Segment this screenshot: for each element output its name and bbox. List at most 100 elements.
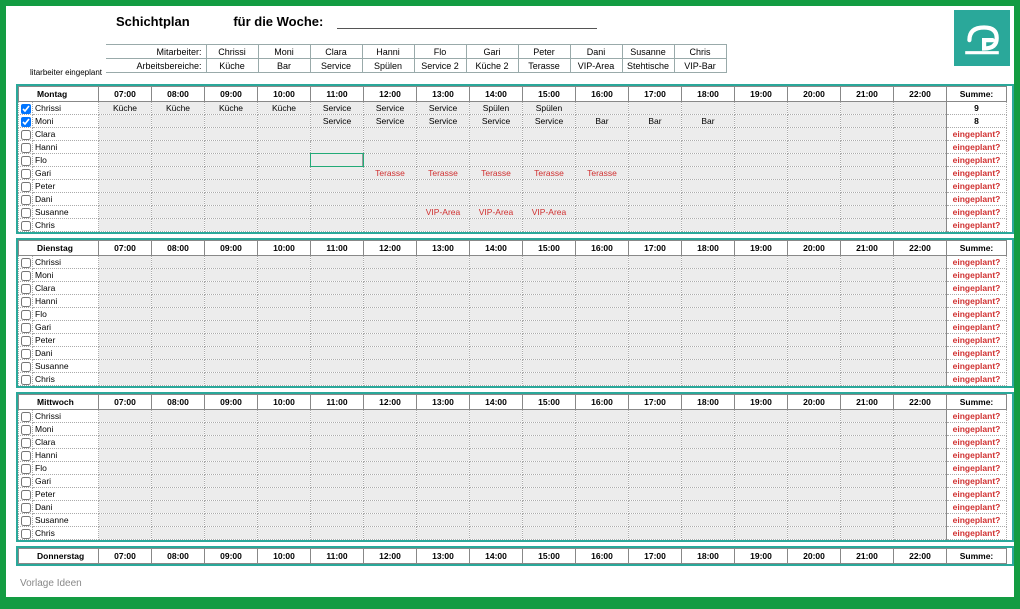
shift-cell[interactable] <box>523 347 576 360</box>
shift-cell[interactable] <box>311 449 364 462</box>
shift-cell[interactable] <box>205 360 258 373</box>
shift-cell[interactable] <box>788 219 841 232</box>
shift-cell[interactable] <box>311 462 364 475</box>
shift-cell[interactable] <box>841 475 894 488</box>
shift-cell[interactable] <box>735 334 788 347</box>
shift-cell[interactable] <box>523 360 576 373</box>
shift-cell[interactable] <box>682 488 735 501</box>
shift-cell[interactable] <box>894 180 947 193</box>
shift-cell[interactable] <box>205 514 258 527</box>
shift-cell[interactable] <box>417 282 470 295</box>
shift-cell[interactable] <box>629 180 682 193</box>
shift-cell[interactable] <box>417 128 470 141</box>
shift-cell[interactable] <box>205 475 258 488</box>
row-checkbox-cell[interactable] <box>19 488 33 501</box>
shift-cell[interactable] <box>841 269 894 282</box>
shift-cell[interactable] <box>205 334 258 347</box>
shift-cell[interactable] <box>364 308 417 321</box>
shift-cell[interactable] <box>576 373 629 386</box>
shift-cell[interactable] <box>894 282 947 295</box>
shift-cell[interactable] <box>417 308 470 321</box>
shift-cell[interactable] <box>205 347 258 360</box>
shift-cell[interactable] <box>470 449 523 462</box>
shift-cell[interactable] <box>629 321 682 334</box>
shift-cell[interactable]: Spülen <box>470 102 523 115</box>
shift-cell[interactable] <box>470 527 523 540</box>
shift-cell[interactable] <box>523 256 576 269</box>
shift-cell[interactable] <box>311 423 364 436</box>
shift-cell[interactable] <box>523 488 576 501</box>
shift-cell[interactable] <box>576 475 629 488</box>
shift-cell[interactable] <box>99 269 152 282</box>
shift-cell[interactable] <box>576 462 629 475</box>
shift-cell[interactable] <box>629 206 682 219</box>
shift-cell[interactable] <box>894 128 947 141</box>
shift-cell[interactable] <box>629 373 682 386</box>
shift-cell[interactable] <box>841 154 894 167</box>
shift-cell[interactable] <box>629 347 682 360</box>
shift-cell[interactable] <box>841 219 894 232</box>
shift-cell[interactable] <box>311 141 364 154</box>
shift-cell[interactable] <box>311 206 364 219</box>
shift-cell[interactable] <box>682 167 735 180</box>
shift-cell[interactable] <box>576 128 629 141</box>
shift-cell[interactable] <box>470 410 523 423</box>
shift-cell[interactable] <box>99 193 152 206</box>
shift-cell[interactable] <box>788 128 841 141</box>
shift-cell[interactable] <box>523 219 576 232</box>
shift-cell[interactable] <box>205 373 258 386</box>
shift-cell[interactable] <box>417 295 470 308</box>
shift-cell[interactable]: Bar <box>682 115 735 128</box>
row-checkbox[interactable] <box>21 425 31 435</box>
shift-cell[interactable] <box>894 514 947 527</box>
shift-cell[interactable] <box>364 321 417 334</box>
shift-cell[interactable] <box>417 193 470 206</box>
shift-cell[interactable] <box>417 334 470 347</box>
shift-cell[interactable] <box>788 527 841 540</box>
shift-cell[interactable] <box>205 321 258 334</box>
shift-cell[interactable] <box>152 475 205 488</box>
shift-cell[interactable] <box>576 308 629 321</box>
shift-cell[interactable] <box>523 462 576 475</box>
shift-cell[interactable] <box>682 180 735 193</box>
shift-cell[interactable] <box>364 180 417 193</box>
shift-cell[interactable] <box>841 206 894 219</box>
shift-cell[interactable] <box>152 193 205 206</box>
shift-cell[interactable] <box>576 206 629 219</box>
shift-cell[interactable] <box>152 167 205 180</box>
shift-cell[interactable] <box>152 154 205 167</box>
shift-cell[interactable] <box>258 141 311 154</box>
shift-cell[interactable] <box>894 321 947 334</box>
shift-cell[interactable] <box>311 128 364 141</box>
shift-cell[interactable] <box>735 360 788 373</box>
shift-cell[interactable] <box>576 360 629 373</box>
shift-cell[interactable] <box>205 167 258 180</box>
shift-cell[interactable] <box>735 347 788 360</box>
row-checkbox-cell[interactable] <box>19 475 33 488</box>
shift-cell[interactable] <box>788 449 841 462</box>
shift-cell[interactable] <box>841 449 894 462</box>
shift-cell[interactable] <box>841 308 894 321</box>
shift-cell[interactable] <box>99 488 152 501</box>
shift-cell[interactable] <box>205 462 258 475</box>
shift-cell[interactable] <box>311 167 364 180</box>
shift-cell[interactable] <box>417 269 470 282</box>
shift-cell[interactable] <box>470 475 523 488</box>
shift-cell[interactable]: Service <box>523 115 576 128</box>
shift-cell[interactable] <box>894 115 947 128</box>
shift-cell[interactable] <box>258 527 311 540</box>
shift-cell[interactable] <box>735 295 788 308</box>
shift-cell[interactable] <box>894 488 947 501</box>
shift-cell[interactable] <box>311 347 364 360</box>
shift-cell[interactable] <box>205 128 258 141</box>
shift-cell[interactable] <box>841 295 894 308</box>
shift-cell[interactable] <box>152 256 205 269</box>
shift-cell[interactable]: Küche <box>205 102 258 115</box>
shift-cell[interactable] <box>576 282 629 295</box>
week-blank[interactable] <box>337 15 597 29</box>
row-checkbox[interactable] <box>21 529 31 539</box>
shift-cell[interactable] <box>364 449 417 462</box>
shift-cell[interactable] <box>523 141 576 154</box>
shift-cell[interactable] <box>735 475 788 488</box>
shift-cell[interactable] <box>629 501 682 514</box>
